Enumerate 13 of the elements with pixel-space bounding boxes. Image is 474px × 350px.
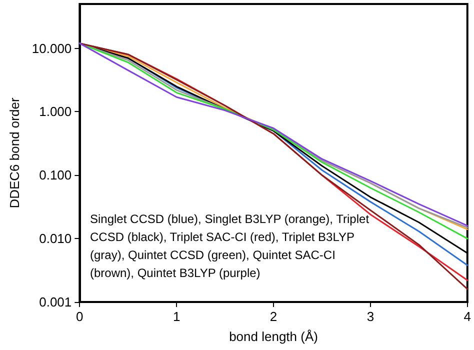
x-tick-label: 1 xyxy=(172,309,180,324)
x-tick-label: 3 xyxy=(366,309,374,324)
y-tick-label: 0.100 xyxy=(39,168,72,183)
x-tick-label: 2 xyxy=(270,309,278,324)
x-tick-label: 0 xyxy=(76,309,84,324)
y-tick-label: 1.000 xyxy=(39,104,72,120)
y-tick-label: 10.000 xyxy=(32,40,72,56)
x-tick-label: 4 xyxy=(464,309,471,324)
y-tick-label: 0.001 xyxy=(39,294,72,310)
y-axis-title: DDEC6 bond order xyxy=(7,97,22,208)
annotation: Singlet CCSD (blue), Singlet B3LYP (orange), Triplet CCSD (black), Triplet SAC-CI (red), Triplet B3LYP (gray), Quintet CCSD (green), Quintet SAC-CI (brown), Quintet B3LYP (purple) xyxy=(90,212,372,280)
x-axis-title: bond length (Å) xyxy=(229,329,318,344)
y-tick-label: 0.010 xyxy=(39,231,72,246)
